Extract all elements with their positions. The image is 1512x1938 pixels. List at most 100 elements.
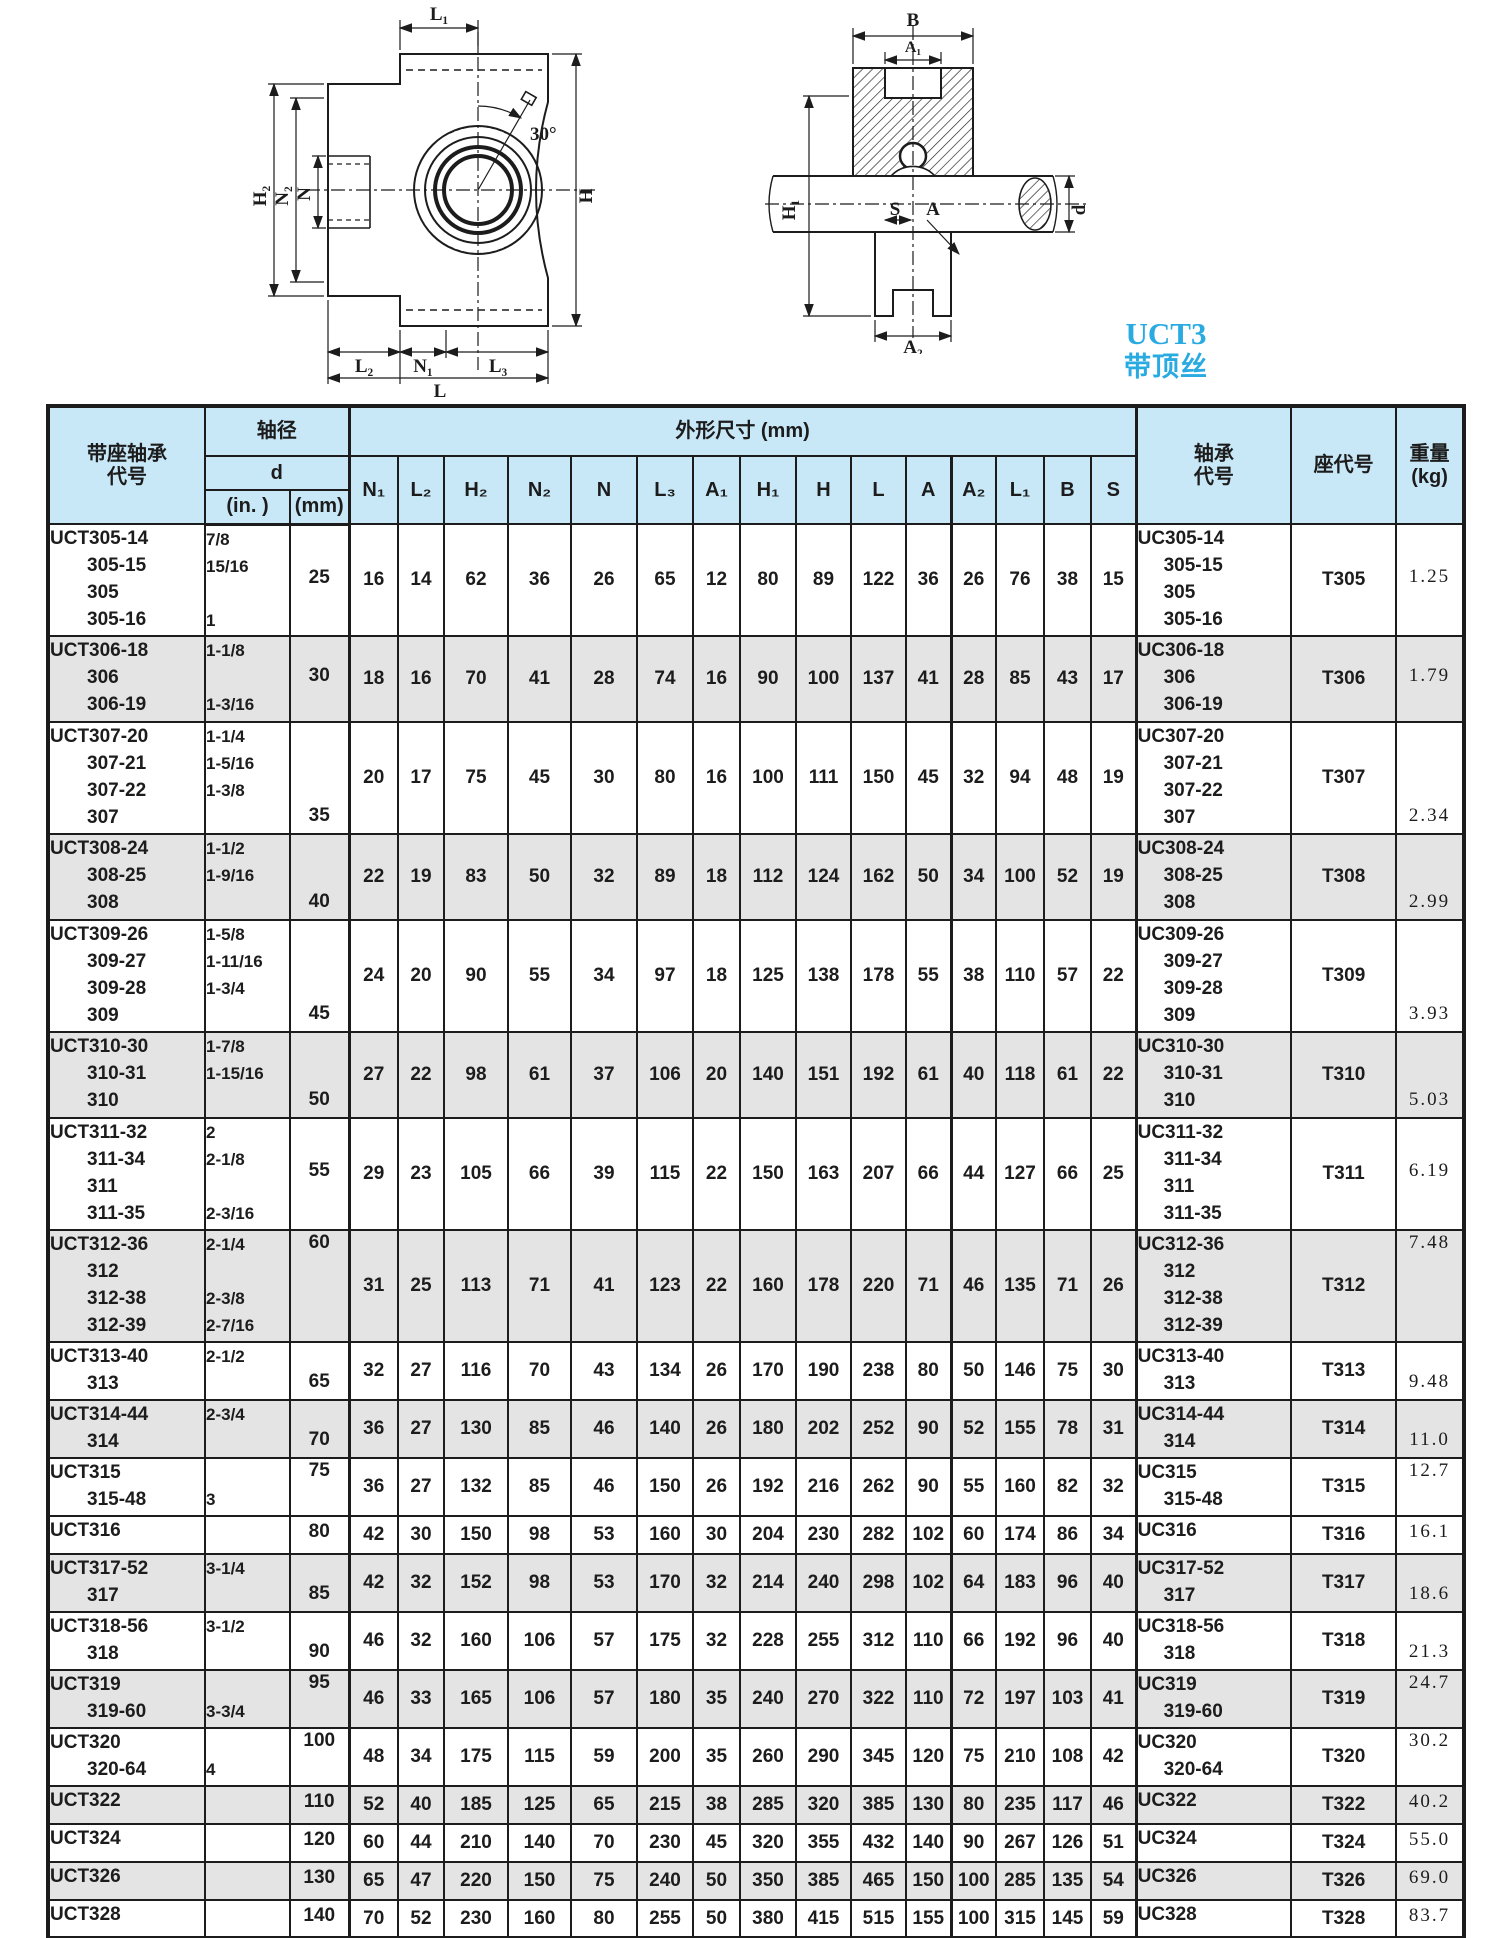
- weight-cell: 83.7: [1395, 1899, 1465, 1938]
- dim-cell: 260: [739, 1727, 797, 1787]
- dim-cell: 282: [850, 1515, 907, 1555]
- dim-cell: 20: [692, 1031, 741, 1119]
- shaft-dia-in-cell: 1-1/8 1-3/16: [204, 635, 291, 723]
- table-row: UCT326 130 65 47 220 150 75 240 50 350 385 465 150 10…: [47, 1861, 1465, 1901]
- dim-cell: 50: [507, 833, 572, 921]
- weight-cell: 2.99: [1395, 833, 1465, 921]
- shaft-dia-mm-cell: 65: [289, 1341, 350, 1401]
- dim-cell: 270: [795, 1669, 852, 1729]
- shaft-dia-mm-cell: 120: [289, 1823, 350, 1863]
- shaft-dia-in-cell: [204, 1861, 291, 1901]
- unit-code-cell: UCT307-20 307-21 307-22 307: [47, 721, 206, 835]
- dim-cell: 22: [1089, 919, 1138, 1033]
- dim-cell: 98: [507, 1553, 572, 1613]
- dim-cell: 80: [949, 1785, 997, 1825]
- dim-cell: 32: [397, 1553, 445, 1613]
- dim-cell: 320: [739, 1823, 797, 1863]
- col-header-L1: L₁: [995, 455, 1045, 525]
- dim-cell: 55: [905, 919, 952, 1033]
- dim-cell: 100: [949, 1861, 997, 1901]
- col-header-bearing-code: 轴承 代号: [1134, 405, 1293, 525]
- dim-cell: 18: [347, 635, 399, 723]
- weight-cell: 16.1: [1395, 1515, 1465, 1555]
- dim-cell: 70: [347, 1899, 399, 1938]
- table-row: UCT328 140 70 52 230 160 80 255 50 380 415 515 155 10…: [47, 1899, 1465, 1938]
- unit-code-cell: UCT310-30 310-31 310: [47, 1031, 206, 1119]
- dim-cell: 90: [905, 1457, 952, 1517]
- dim-cell: 16: [397, 635, 445, 723]
- shaft-dia-in-cell: 3-3/4: [204, 1669, 291, 1729]
- dim-cell: 140: [905, 1823, 952, 1863]
- dim-cell: 62: [443, 523, 509, 637]
- dim-cell: 28: [570, 635, 638, 723]
- col-header-H2: H₂: [443, 455, 509, 525]
- dim-cell: 27: [397, 1341, 445, 1401]
- seat-code-cell: T318: [1290, 1611, 1398, 1671]
- dim-cell: 59: [570, 1727, 638, 1787]
- dim-cell: 46: [347, 1669, 399, 1729]
- dim-cell: 230: [443, 1899, 509, 1938]
- seat-code-cell: T307: [1290, 721, 1398, 835]
- dim-label-A1: A₁: [905, 39, 922, 56]
- dim-cell: 34: [570, 919, 638, 1033]
- dim-cell: 54: [1089, 1861, 1138, 1901]
- dim-cell: 46: [570, 1399, 638, 1459]
- dim-cell: 126: [1043, 1823, 1092, 1863]
- dim-cell: 22: [692, 1117, 741, 1231]
- dim-cell: 40: [397, 1785, 445, 1825]
- dim-label-A: A: [926, 199, 940, 220]
- dim-cell: 22: [692, 1229, 741, 1343]
- dim-cell: 215: [636, 1785, 694, 1825]
- shaft-dia-in-cell: 2 2-1/8 2-3/16: [204, 1117, 291, 1231]
- dim-cell: 40: [1089, 1611, 1138, 1671]
- dim-label-B: B: [907, 10, 920, 31]
- weight-cell: 1.25: [1395, 523, 1465, 637]
- seat-code-cell: T309: [1290, 919, 1398, 1033]
- dim-cell: 36: [347, 1457, 399, 1517]
- bearing-code-cell: UC317-52 317: [1134, 1553, 1293, 1613]
- col-header-H1: H₁: [739, 455, 797, 525]
- dim-cell: 140: [507, 1823, 572, 1863]
- dim-cell: 98: [443, 1031, 509, 1119]
- dim-cell: 322: [850, 1669, 907, 1729]
- dim-cell: 197: [995, 1669, 1045, 1729]
- col-header-L2: L₂: [397, 455, 445, 525]
- seat-code-cell: T328: [1290, 1899, 1398, 1938]
- unit-code-cell: UCT309-26 309-27 309-28 309: [47, 919, 206, 1033]
- dim-cell: 240: [739, 1669, 797, 1729]
- seat-code-cell: T320: [1290, 1727, 1398, 1787]
- dim-cell: 46: [570, 1457, 638, 1517]
- shaft-dia-in-cell: [204, 1823, 291, 1863]
- dim-cell: 255: [795, 1611, 852, 1671]
- dim-cell: 37: [570, 1031, 638, 1119]
- bearing-code-cell: UC307-20 307-21 307-22 307: [1134, 721, 1293, 835]
- dim-cell: 180: [636, 1669, 694, 1729]
- dim-cell: 267: [995, 1823, 1045, 1863]
- dim-cell: 100: [795, 635, 852, 723]
- table-row: UCT307-20 307-21 307-22 307 1-1/4 1-5/16 1-3/8…: [47, 721, 1465, 835]
- dim-cell: 39: [570, 1117, 638, 1231]
- shaft-dia-mm-cell: 70: [289, 1399, 350, 1459]
- dim-cell: 74: [636, 635, 694, 723]
- dim-cell: 57: [1043, 919, 1092, 1033]
- dim-cell: 170: [636, 1553, 694, 1613]
- dim-cell: 66: [507, 1117, 572, 1231]
- dim-cell: 26: [692, 1399, 741, 1459]
- col-header-unit-code: 带座轴承 代号: [47, 405, 206, 525]
- bearing-code-cell: UC309-26 309-27 309-28 309: [1134, 919, 1293, 1033]
- bearing-code-cell: UC310-30 310-31 310: [1134, 1031, 1293, 1119]
- weight-cell: 40.2: [1395, 1785, 1465, 1825]
- dim-cell: 255: [636, 1899, 694, 1938]
- shaft-dia-mm-cell: 130: [289, 1861, 350, 1901]
- dim-cell: 202: [795, 1399, 852, 1459]
- unit-code-cell: UCT311-32 311-34 311 311-35: [47, 1117, 206, 1231]
- dim-cell: 41: [507, 635, 572, 723]
- table-row: UCT305-14 305-15 305 305-16 7/8 15/16 1 25 16 14 6…: [47, 523, 1465, 637]
- shaft-dia-mm-cell: 140: [289, 1899, 350, 1938]
- dim-cell: 32: [692, 1611, 741, 1671]
- dim-label-N2: N₂: [272, 186, 293, 206]
- dim-cell: 27: [397, 1457, 445, 1517]
- dim-cell: 52: [1043, 833, 1092, 921]
- dim-cell: 53: [570, 1553, 638, 1613]
- dim-cell: 85: [995, 635, 1045, 723]
